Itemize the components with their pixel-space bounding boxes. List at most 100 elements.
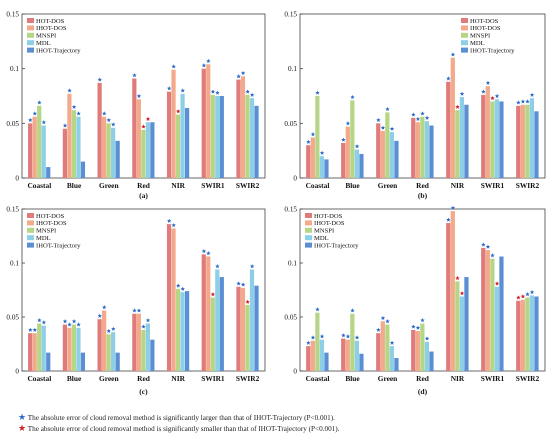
legend-swatch (27, 220, 34, 226)
x-tick-label: NIR (451, 181, 465, 190)
bar (141, 129, 146, 178)
blue-star-marker (102, 305, 107, 310)
blue-star-marker (171, 222, 176, 228)
legend-label: HOT-DOS (314, 213, 343, 220)
blue-star-icon: ★ (18, 412, 27, 422)
legend-swatch (27, 32, 34, 38)
blue-star-marker (306, 340, 311, 345)
bar (254, 285, 259, 371)
bar (389, 346, 395, 371)
blue-star-marker (516, 100, 521, 105)
bar (415, 331, 420, 371)
chart-panel-1: 0 0.05 0.1 0.15 Coastal Blue Green Red NIR SWIR1 S… (6, 11, 266, 200)
bar (359, 153, 364, 178)
chart-figure: 0 0.05 0.1 0.15 Coastal Blue Green Red NIR SWIR1 S… (6, 11, 546, 396)
x-tick-label: Coastal (27, 181, 51, 190)
legend-swatch (27, 47, 34, 53)
blue-star-marker (376, 327, 381, 332)
x-tick-label: Red (416, 181, 430, 190)
x-tick-label: SWIR2 (236, 374, 260, 383)
bar (380, 130, 385, 178)
y-tick-label: 0 (15, 368, 19, 376)
legend-swatch (27, 213, 34, 218)
blue-star-marker (67, 322, 72, 327)
blue-star-marker (385, 106, 390, 112)
bar (175, 288, 181, 371)
legend-swatch (305, 227, 312, 233)
bar (490, 101, 495, 178)
blue-star-marker (111, 326, 116, 331)
bar (175, 114, 181, 178)
blue-star-marker (249, 92, 255, 97)
red-star-icon: ★ (18, 423, 27, 433)
red-star-marker (494, 281, 500, 286)
bar (345, 126, 350, 178)
bar (310, 137, 315, 178)
bar (450, 211, 455, 371)
y-tick-label: 0.1 (288, 65, 297, 73)
bar (350, 100, 355, 178)
y-tick-label: 0.05 (6, 314, 19, 322)
bar (411, 329, 416, 371)
blue-star-marker (525, 99, 530, 104)
bar (485, 250, 490, 371)
bar (32, 333, 37, 371)
blue-star-marker (240, 282, 246, 287)
blue-star-marker (210, 89, 216, 94)
legend-swatch (305, 242, 312, 248)
bar (324, 352, 329, 371)
bar (324, 159, 329, 178)
bar (534, 111, 539, 178)
red-star-marker (520, 294, 526, 299)
x-tick-label: Blue (67, 181, 82, 190)
blue-star-marker (389, 340, 395, 345)
blue-star-marker (481, 89, 486, 94)
bar (41, 125, 46, 178)
bar (201, 68, 206, 178)
bar (459, 97, 465, 178)
x-tick-label: Green (378, 181, 398, 190)
bar (145, 323, 150, 371)
bar (424, 341, 430, 371)
x-tick-label: Red (137, 374, 151, 383)
blue-star-marker (215, 90, 220, 95)
bar (310, 340, 315, 371)
bar (516, 105, 521, 178)
y-tick-label: 0.1 (288, 260, 297, 268)
bar (97, 82, 102, 178)
bar (37, 323, 42, 371)
blue-star-marker (345, 121, 351, 126)
blue-star-marker (529, 92, 535, 97)
bar (166, 224, 172, 371)
bar (249, 98, 255, 178)
bar (485, 86, 490, 178)
legend-label: HOT-DOS (36, 213, 65, 220)
bar (249, 269, 255, 371)
blue-star-marker (249, 263, 255, 269)
legend-label: IHOT-DOS (314, 220, 345, 227)
bar (150, 339, 155, 371)
y-tick-label: 0.15 (6, 11, 19, 19)
x-tick-label: Green (99, 181, 119, 190)
blue-star-marker (380, 315, 386, 320)
legend-swatch (305, 213, 312, 218)
x-tick-label: NIR (171, 181, 185, 190)
footnote-blue: ★ The absolute error of cloud removal me… (18, 412, 548, 423)
bar (254, 105, 259, 178)
bar (499, 101, 504, 178)
bar (429, 351, 434, 371)
bar (516, 300, 521, 371)
bar (350, 313, 355, 371)
legend-swatch (305, 220, 312, 226)
blue-star-marker (411, 112, 416, 117)
blue-star-marker (450, 52, 456, 57)
bar (389, 132, 395, 178)
red-star-marker (459, 290, 465, 296)
bar (136, 313, 141, 371)
bar (219, 96, 224, 178)
x-tick-label: NIR (451, 374, 465, 383)
blue-star-marker (102, 111, 107, 116)
bar (446, 81, 451, 178)
legend-swatch (461, 40, 468, 46)
blue-star-marker (415, 116, 421, 121)
